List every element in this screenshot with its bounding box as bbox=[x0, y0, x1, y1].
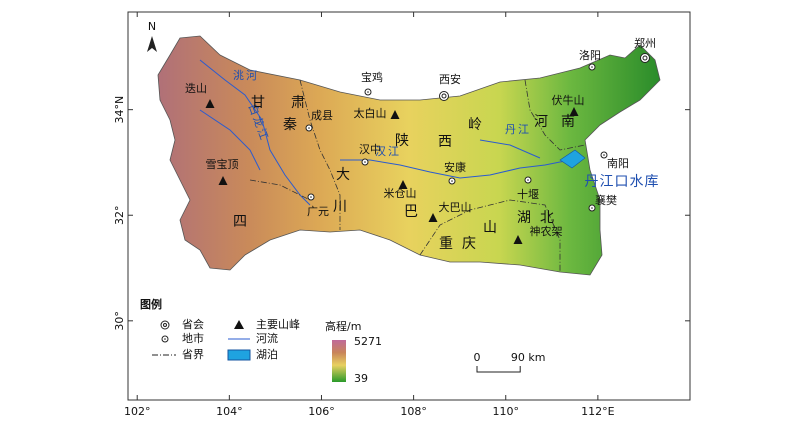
lon-tick-label: 104° bbox=[216, 405, 243, 418]
city-label: 南阳 bbox=[607, 157, 629, 170]
river-label: 洮河 bbox=[233, 69, 259, 82]
peak-label: 神农架 bbox=[530, 224, 563, 238]
city-marker bbox=[364, 161, 366, 163]
province-borders bbox=[249, 79, 586, 272]
peak-marker bbox=[205, 99, 215, 108]
city-label: 襄樊 bbox=[595, 193, 617, 207]
city-marker bbox=[591, 207, 593, 209]
city-marker bbox=[527, 179, 529, 181]
city-marker bbox=[367, 91, 369, 93]
city-marker bbox=[308, 127, 310, 129]
north-arrow bbox=[147, 36, 157, 52]
region-label: 河南 bbox=[534, 114, 575, 130]
north-label: N bbox=[148, 20, 156, 33]
lat-tick-label: 32° bbox=[113, 205, 126, 225]
peak-label: 太白山 bbox=[354, 106, 387, 120]
rivers bbox=[199, 59, 571, 206]
peak-marker bbox=[569, 107, 579, 116]
peak-label: 大巴山 bbox=[439, 200, 472, 214]
city-marker bbox=[591, 66, 593, 68]
study-area bbox=[157, 35, 661, 276]
scale-bar bbox=[476, 366, 521, 373]
legend-peak-icon bbox=[234, 320, 244, 329]
lake-shape bbox=[559, 149, 586, 169]
legend-river: 河流 bbox=[256, 331, 278, 345]
capital-marker bbox=[640, 53, 650, 63]
legend-lake: 湖泊 bbox=[256, 348, 278, 361]
scale-label: 90 km bbox=[511, 351, 546, 364]
peak-marker bbox=[428, 213, 438, 222]
legend-border: 省界 bbox=[182, 348, 204, 361]
legend-capital: 省会 bbox=[182, 318, 204, 331]
legend-capital-icon bbox=[160, 320, 170, 330]
city-label: 宝鸡 bbox=[361, 70, 383, 84]
lon-tick-label: 106° bbox=[308, 405, 335, 418]
city-label: 十堰 bbox=[517, 187, 539, 201]
region-label: 甘肃 bbox=[251, 95, 305, 111]
legend-city: 地市 bbox=[182, 331, 204, 345]
city-marker bbox=[603, 154, 605, 156]
legend-city-icon bbox=[164, 338, 166, 340]
region-label: 重庆 bbox=[439, 236, 476, 252]
legend-city-icon bbox=[161, 335, 169, 343]
peak-marker bbox=[513, 235, 523, 244]
river-label: 汉江 bbox=[375, 145, 401, 158]
elevation-title: 高程/m bbox=[325, 319, 361, 333]
lat-tick-label: 30° bbox=[113, 311, 126, 331]
region-label: 陕西 bbox=[395, 133, 452, 150]
capital-marker bbox=[441, 93, 447, 99]
region-label: 四川 bbox=[233, 199, 347, 230]
legend-title: 图例 bbox=[140, 297, 162, 311]
capital-marker bbox=[642, 55, 648, 61]
peak-label: 伏牛山 bbox=[552, 93, 585, 107]
city-label: 成县 bbox=[311, 109, 333, 122]
legend-capital-icon bbox=[163, 323, 167, 327]
lon-tick-label: 102° bbox=[124, 405, 151, 418]
city-label: 广元 bbox=[307, 205, 329, 218]
lon-tick-label: 110° bbox=[492, 405, 519, 418]
legend-lake-icon bbox=[227, 349, 251, 361]
region-label: 秦岭 bbox=[283, 117, 482, 133]
city-label: 安康 bbox=[444, 160, 466, 174]
capital-label: 郑州 bbox=[634, 36, 656, 50]
city-label: 洛阳 bbox=[579, 48, 601, 62]
elevation-max: 5271 bbox=[354, 335, 382, 348]
capital-label: 西安 bbox=[439, 72, 461, 86]
peak-label: 迭山 bbox=[185, 82, 207, 95]
lon-tick-label: 108° bbox=[400, 405, 427, 418]
city-marker bbox=[451, 180, 453, 182]
region-label: 大巴山 bbox=[336, 167, 497, 236]
peak-label: 米仓山 bbox=[384, 186, 417, 200]
city-marker bbox=[310, 196, 312, 198]
peak-marker bbox=[398, 180, 408, 189]
elevation-min: 39 bbox=[354, 372, 368, 385]
capital-marker bbox=[439, 91, 449, 101]
scale-label: 0 bbox=[474, 351, 481, 364]
peak-marker bbox=[390, 110, 400, 119]
river-label: 丹江 bbox=[505, 123, 531, 136]
city-label: 汉中 bbox=[359, 143, 381, 156]
lat-tick-label: 34°N bbox=[113, 96, 126, 124]
region-label: 湖北 bbox=[517, 210, 554, 226]
legend-peak: 主要山峰 bbox=[256, 318, 300, 331]
elevation-ramp bbox=[332, 340, 346, 382]
peak-label: 雪宝顶 bbox=[206, 157, 239, 171]
peak-marker bbox=[218, 176, 228, 185]
map-frame bbox=[127, 11, 691, 401]
lon-tick-label: 112°E bbox=[581, 405, 614, 418]
lake-label: 丹江口水库 bbox=[585, 174, 660, 190]
